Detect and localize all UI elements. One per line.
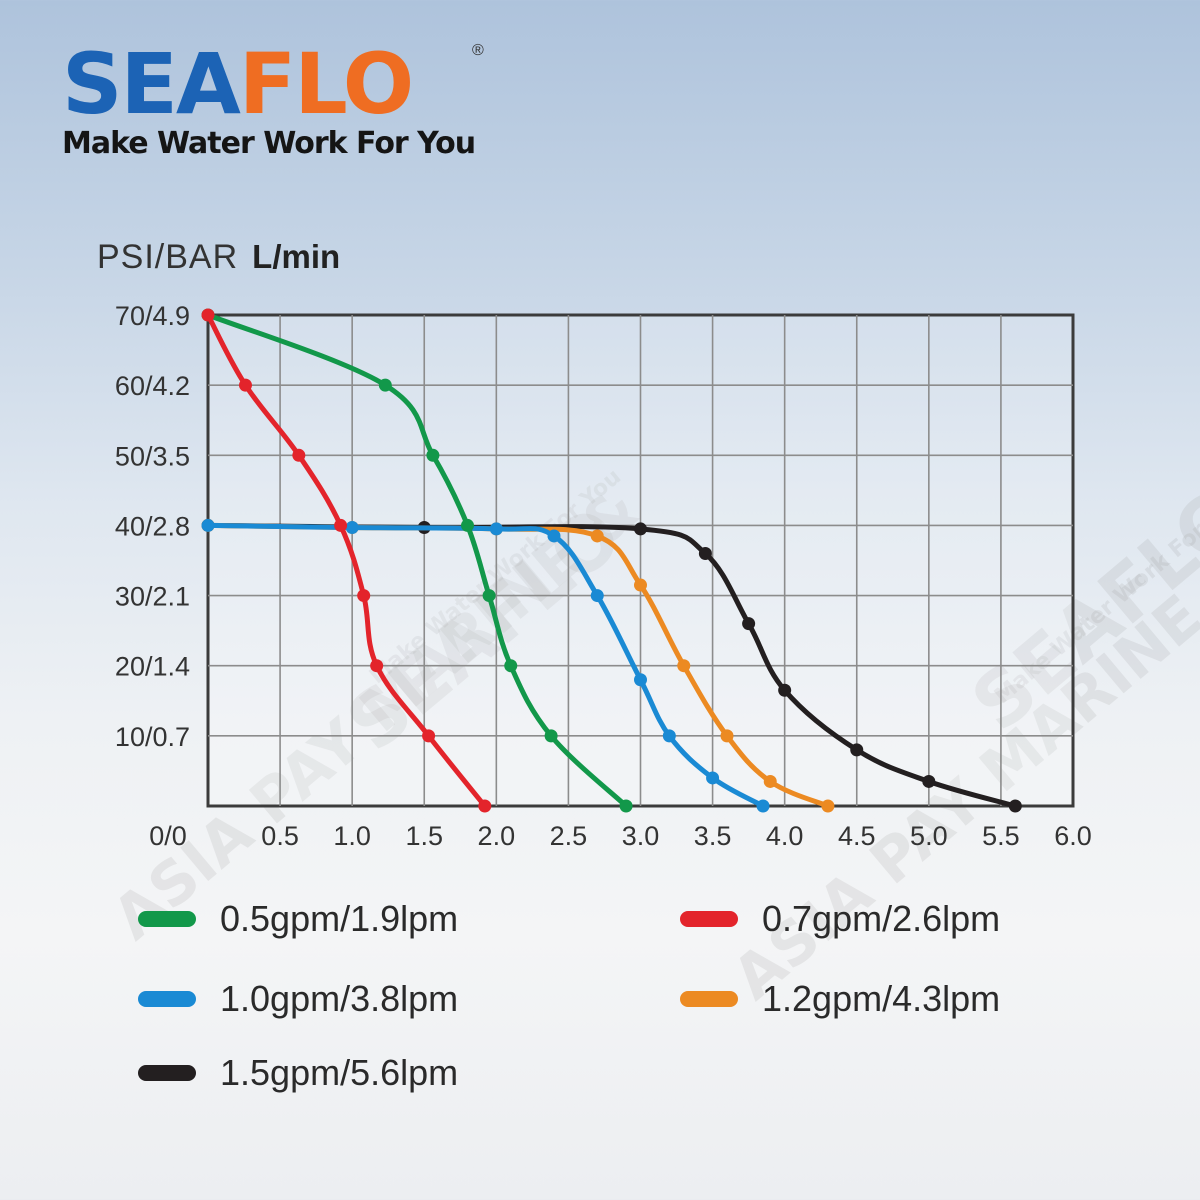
data-point-1-0gpm (662, 729, 676, 743)
data-point-1-0gpm (489, 522, 503, 536)
data-point-1-2gpm (590, 529, 604, 543)
data-point-1-0gpm (201, 518, 215, 532)
data-point-1-5gpm (742, 617, 756, 631)
x-tick-label: 1.0 (333, 821, 371, 851)
data-point-1-0gpm (590, 589, 604, 603)
y-tick-label: 70/4.9 (115, 301, 190, 331)
data-point-1-2gpm (634, 578, 647, 592)
data-point-1-0gpm (547, 529, 561, 543)
data-point-0-5gpm (426, 448, 440, 462)
series-lines (201, 308, 1022, 813)
x-tick-label: 3.0 (622, 821, 660, 851)
tick-labels: 0/0 0.5 1.0 1.5 2.0 2.5 3.0 3.5 4.0 4.5 5.0 5.5 6.0 1… (115, 301, 1092, 851)
brand-name-part1: SEA (62, 35, 241, 133)
data-point-0-7gpm (357, 589, 371, 603)
y-tick-label: 20/1.4 (115, 652, 190, 682)
brand-logo: SEAFLO ® Make Water Work For You (62, 42, 502, 162)
x-tick-label: 2.5 (550, 821, 588, 851)
brand-tagline: Make Water Work For You (62, 126, 476, 161)
x-tick-label: 4.5 (838, 821, 876, 851)
brand-wordmark: SEAFLO (62, 42, 414, 126)
y-tick-label: 10/0.7 (115, 722, 190, 752)
data-point-1-2gpm (763, 774, 777, 788)
data-point-1-5gpm (698, 546, 712, 560)
data-point-1-2gpm (821, 799, 835, 813)
data-point-0-7gpm (238, 378, 252, 392)
data-point-0-5gpm (461, 518, 474, 532)
data-point-1-0gpm (756, 799, 770, 813)
data-point-1-5gpm (778, 683, 792, 697)
axis-units: PSI/BAR L/min (97, 238, 340, 277)
data-point-0-7gpm (334, 518, 348, 532)
data-point-1-5gpm (634, 522, 647, 536)
data-point-1-5gpm (922, 774, 936, 788)
x-tick-label: 0.5 (261, 821, 299, 851)
x-tick-label: 5.5 (982, 821, 1020, 851)
data-point-0-5gpm (544, 729, 558, 743)
y-tick-label: 30/2.1 (115, 582, 190, 612)
x-tick-label: 6.0 (1054, 821, 1092, 851)
data-point-1-2gpm (720, 729, 734, 743)
data-point-0-7gpm (292, 448, 306, 462)
grid (206, 313, 1075, 808)
y-tick-label: 60/4.2 (115, 371, 190, 401)
registered-mark: ® (472, 42, 484, 59)
y-tick-label: 50/3.5 (115, 441, 190, 471)
data-point-0-7gpm (478, 799, 492, 813)
y-tick-label: 40/2.8 (115, 511, 190, 541)
data-point-1-2gpm (677, 659, 691, 673)
data-point-1-0gpm (706, 771, 720, 785)
data-point-0-5gpm (482, 589, 496, 603)
data-point-0-5gpm (378, 378, 392, 392)
brand-name-part2: FLO (238, 35, 414, 133)
x-tick-label: 4.0 (766, 821, 804, 851)
x-axis-unit-label: L/min (252, 238, 341, 275)
data-point-1-0gpm (634, 673, 647, 687)
origin-tick-label: 0/0 (149, 821, 187, 851)
data-point-0-7gpm (422, 729, 436, 743)
y-axis-unit-label: PSI/BAR (97, 238, 239, 276)
data-point-1-5gpm (850, 743, 864, 757)
x-tick-label: 1.5 (405, 821, 443, 851)
data-point-0-5gpm (504, 659, 518, 673)
data-point-0-7gpm (201, 308, 215, 322)
data-point-0-7gpm (370, 659, 384, 673)
x-tick-label: 5.0 (910, 821, 948, 851)
x-tick-label: 2.0 (478, 821, 516, 851)
data-point-1-5gpm (1008, 799, 1022, 813)
data-point-0-5gpm (619, 799, 633, 813)
x-tick-label: 3.5 (694, 821, 732, 851)
data-point-1-0gpm (345, 521, 359, 535)
